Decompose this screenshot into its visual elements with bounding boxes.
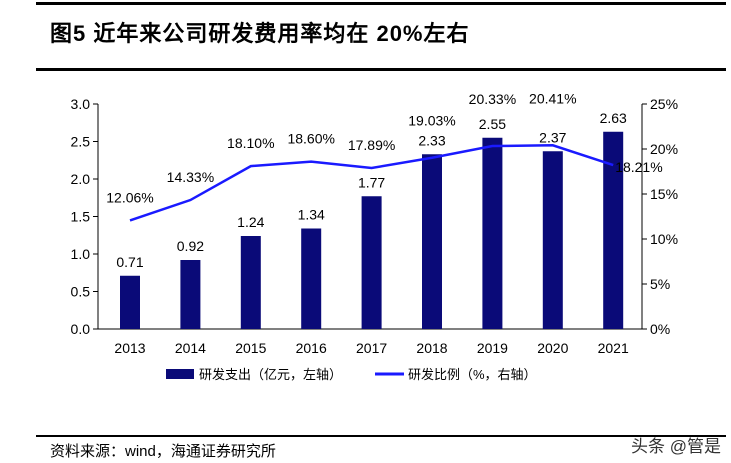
bar [422, 154, 442, 329]
left-tick-label: 1.5 [71, 209, 91, 225]
source-note: 资料来源：wind，海通证券研究所 [50, 443, 276, 460]
x-tick-label: 2013 [114, 340, 145, 356]
left-tick-label: 2.5 [71, 134, 91, 150]
x-tick-label: 2019 [477, 340, 508, 356]
bar [542, 151, 563, 329]
bar-label: 1.24 [237, 214, 264, 230]
bottom-rule [36, 435, 726, 437]
x-tick-label: 2015 [235, 340, 266, 356]
left-tick-label: 2.0 [71, 171, 91, 187]
left-tick-label: 0.5 [71, 284, 91, 300]
bar-label: 2.37 [539, 129, 566, 145]
legend-bar-label: 研发支出（亿元，左轴） [199, 367, 342, 382]
bar [361, 196, 382, 329]
line-label: 17.89% [348, 137, 395, 153]
bar-label: 2.55 [479, 116, 506, 132]
line-label: 19.03% [408, 113, 455, 129]
left-tick-label: 3.0 [71, 96, 91, 112]
bar [482, 137, 503, 329]
ratio-line [129, 144, 614, 222]
bar [603, 131, 624, 329]
x-tick-label: 2021 [598, 340, 629, 356]
line-label: 12.06% [106, 189, 153, 205]
right-tick-label: 5% [650, 276, 670, 292]
right-tick-label: 15% [650, 186, 678, 202]
bar-label: 1.77 [358, 174, 385, 190]
x-tick-label: 2014 [175, 340, 206, 356]
watermark: 头条 @管是 [631, 437, 721, 456]
line-label: 14.33% [167, 169, 214, 185]
bar [180, 260, 201, 329]
right-tick-label: 25% [650, 96, 678, 112]
bar-label: 2.63 [600, 110, 627, 126]
left-tick-label: 1.0 [71, 246, 91, 262]
figure-title: 图5 近年来公司研发费用率均在 20%左右 [50, 21, 470, 46]
x-tick-label: 2020 [537, 340, 568, 356]
line-label: 18.60% [287, 131, 334, 147]
left-tick-label: 0.0 [71, 321, 91, 337]
bar [120, 275, 140, 329]
line-label: 18.10% [227, 135, 274, 151]
line-label: 18.21% [615, 159, 662, 175]
bar-label: 1.34 [298, 207, 325, 223]
x-tick-label: 2016 [296, 340, 327, 356]
bar-label: 2.33 [418, 132, 445, 148]
legend-line-label: 研发比例（%，右轴） [408, 367, 537, 382]
right-tick-label: 20% [650, 141, 678, 157]
bar-label: 0.71 [116, 254, 143, 270]
right-tick-label: 10% [650, 231, 678, 247]
x-tick-label: 2018 [416, 340, 447, 356]
bar [240, 236, 261, 329]
title-rule [36, 68, 726, 71]
top-rule [36, 2, 726, 5]
line-label: 20.33% [469, 91, 516, 107]
bar-label: 0.92 [177, 238, 204, 254]
bar [301, 228, 322, 329]
right-tick-label: 0% [650, 321, 670, 337]
x-tick-label: 2017 [356, 340, 387, 356]
legend-bar-swatch [166, 369, 194, 379]
line-label: 20.41% [529, 90, 576, 106]
